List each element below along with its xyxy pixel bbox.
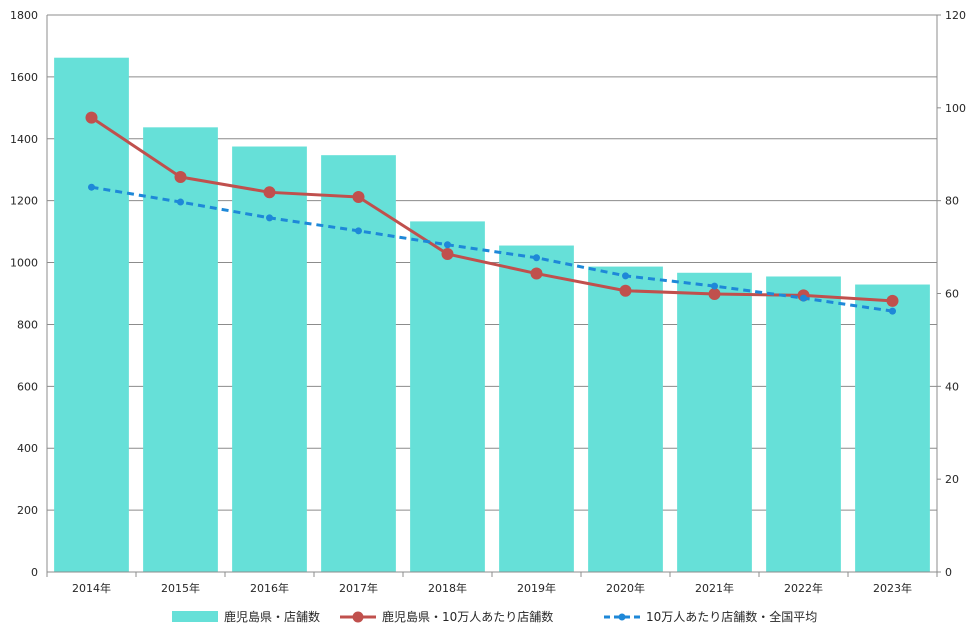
bar <box>766 276 841 572</box>
line-series <box>85 111 899 315</box>
y-right-tick-label: 0 <box>945 566 952 579</box>
legend-marker <box>352 611 364 623</box>
bar <box>855 284 930 572</box>
legend-label: 10万人あたり店舗数・全国平均 <box>646 609 817 624</box>
series-line <box>91 185 893 313</box>
data-point <box>886 294 899 307</box>
data-point <box>622 272 629 280</box>
x-tick-label: 2019年 <box>517 581 556 595</box>
y-left-tick-label: 1000 <box>10 257 38 270</box>
data-point <box>355 227 362 235</box>
data-point <box>533 254 540 262</box>
y-right-tick-label: 120 <box>945 9 966 22</box>
data-point <box>441 248 454 261</box>
data-point <box>85 111 98 124</box>
data-point <box>444 241 451 249</box>
y-left-tick-label: 400 <box>17 442 38 455</box>
x-tick-label: 2018年 <box>428 581 467 595</box>
y-left-tick-label: 1600 <box>10 71 38 84</box>
bar <box>143 127 218 572</box>
y-right-tick-label: 20 <box>945 473 959 486</box>
y-left-tick-label: 600 <box>17 380 38 393</box>
bar <box>499 245 574 572</box>
data-point <box>174 170 187 183</box>
legend-marker <box>618 613 626 621</box>
legend-label: 鹿児島県・店舗数 <box>224 609 320 624</box>
bar <box>232 146 307 572</box>
y-left-tick-label: 800 <box>17 318 38 331</box>
legend-label: 鹿児島県・10万人あたり店舗数 <box>382 609 553 624</box>
x-tick-label: 2017年 <box>339 581 378 595</box>
bar <box>410 221 485 572</box>
data-point <box>711 282 718 290</box>
data-point <box>88 183 95 191</box>
data-point <box>266 214 273 222</box>
x-tick-label: 2015年 <box>161 581 200 595</box>
data-point <box>708 287 721 300</box>
x-tick-label: 2021年 <box>695 581 734 595</box>
bar-series <box>54 57 930 573</box>
data-point <box>800 294 807 302</box>
y-left-tick-label: 1200 <box>10 195 38 208</box>
y-left-tick-label: 1800 <box>10 9 38 22</box>
x-tick-label: 2016年 <box>250 581 289 595</box>
y-right-tick-label: 100 <box>945 102 966 115</box>
y-left-tick-label: 0 <box>31 566 38 579</box>
x-tick-label: 2022年 <box>784 581 823 595</box>
y-left-tick-label: 1400 <box>10 133 38 146</box>
data-point <box>177 198 184 206</box>
bar <box>54 57 129 573</box>
series-line <box>90 116 893 303</box>
axes: 0 200 400 600 800 1000 1200 1400 1600 1800 0 20 40 60… <box>10 9 966 595</box>
bar <box>588 266 663 572</box>
legend-swatch <box>172 611 218 622</box>
bar <box>321 155 396 572</box>
x-tick-label: 2020年 <box>606 581 645 595</box>
y-right-tick-label: 80 <box>945 195 959 208</box>
legend: 鹿児島県・店舗数 鹿児島県・10万人あたり店舗数 10万人あたり店舗数・全国平均 <box>172 609 817 624</box>
y-right-tick-label: 60 <box>945 288 959 301</box>
data-point <box>530 267 543 280</box>
data-point <box>889 307 896 315</box>
data-point <box>352 190 365 203</box>
y-left-tick-label: 200 <box>17 504 38 517</box>
x-tick-label: 2014年 <box>72 581 111 595</box>
data-point <box>263 186 276 199</box>
bar <box>677 272 752 572</box>
data-point <box>619 284 632 297</box>
x-tick-label: 2023年 <box>873 581 912 595</box>
y-right-tick-label: 40 <box>945 380 959 393</box>
